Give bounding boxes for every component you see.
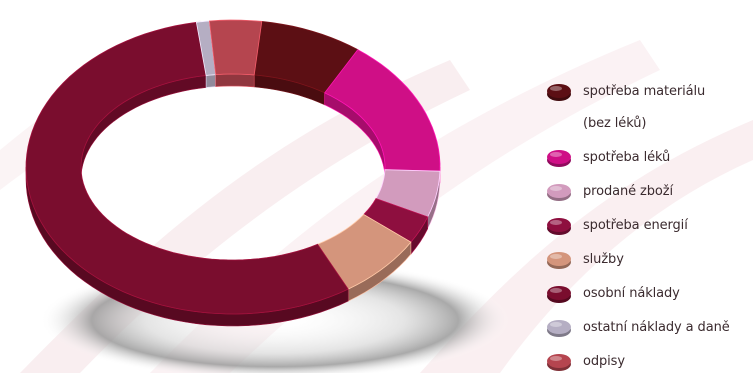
chart-legend: spotřeba materiálu(bez léků)spotřeba lék… bbox=[546, 76, 753, 380]
legend-item-ostatni-naklady-a-dane: ostatní náklady a daně bbox=[546, 312, 753, 346]
legend-swatch-icon bbox=[546, 352, 572, 372]
legend-label: (bez léků) bbox=[583, 108, 705, 140]
legend-swatch-icon bbox=[546, 82, 572, 102]
legend-swatch-icon bbox=[546, 284, 572, 304]
legend-swatch-icon bbox=[546, 182, 572, 202]
legend-label: spotřeba materiálu bbox=[583, 76, 705, 108]
legend-item-sluzby: služby bbox=[546, 244, 753, 278]
legend-item-spotreba-materialu-bez-leku: spotřeba materiálu(bez léků) bbox=[546, 76, 753, 142]
donut-top-faces bbox=[26, 20, 440, 314]
legend-label: prodané zboží bbox=[583, 176, 673, 208]
legend-label: odpisy bbox=[583, 346, 625, 378]
legend-label: ostatní náklady a daně bbox=[583, 312, 730, 344]
slice-odpisy bbox=[209, 20, 261, 75]
legend-item-prodane-zbozi: prodané zboží bbox=[546, 176, 753, 210]
slice-inner-wall-ostatni-naklady-a-dane bbox=[206, 75, 216, 88]
legend-item-osobni-naklady: osobní náklady bbox=[546, 278, 753, 312]
legend-swatch-icon bbox=[546, 216, 572, 236]
legend-label: spotřeba léků bbox=[583, 142, 670, 174]
legend-item-odpisy: odpisy bbox=[546, 346, 753, 380]
legend-item-spotreba-energii: spotřeba energií bbox=[546, 210, 753, 244]
legend-label: služby bbox=[583, 244, 624, 276]
slice-inner-wall-odpisy bbox=[216, 74, 255, 87]
legend-swatch-icon bbox=[546, 148, 572, 168]
legend-swatch-icon bbox=[546, 318, 572, 338]
legend-label: osobní náklady bbox=[583, 278, 680, 310]
legend-swatch-icon bbox=[546, 250, 572, 270]
legend-item-spotreba-leku: spotřeba léků bbox=[546, 142, 753, 176]
legend-label: spotřeba energií bbox=[583, 210, 688, 242]
